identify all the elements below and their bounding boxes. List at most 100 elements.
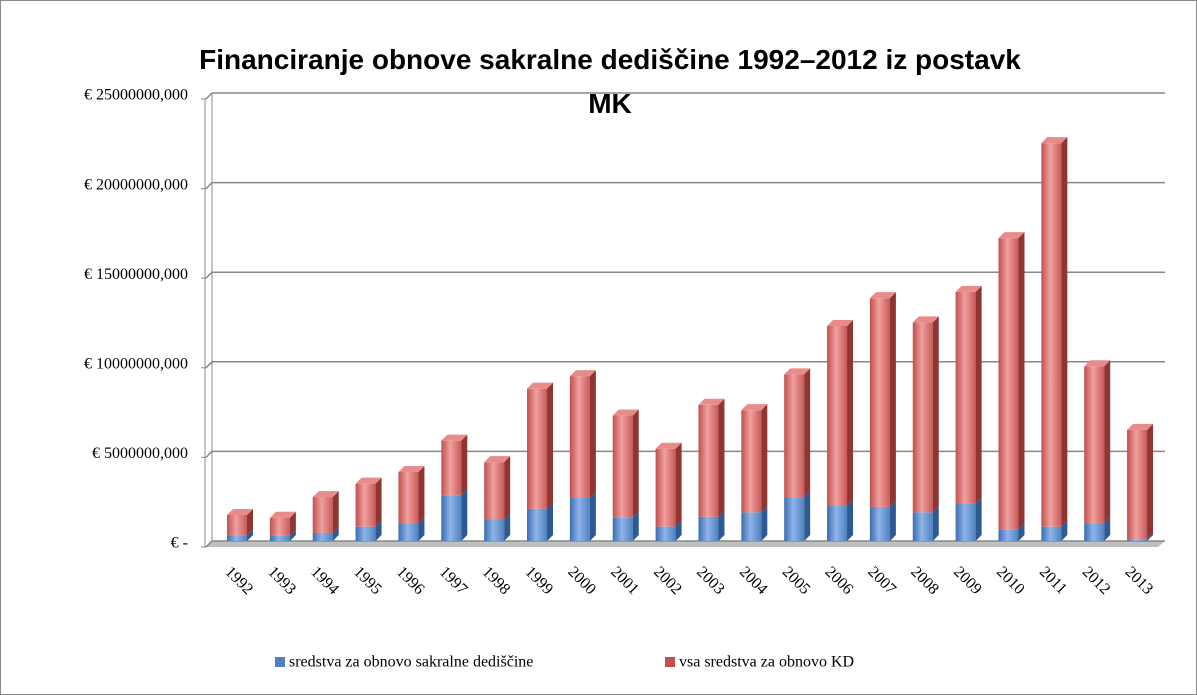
chart-title: Financiranje obnove sakralne dediščine 1… [199,44,1021,119]
bar-side [375,477,382,527]
bar-segment [827,506,848,541]
bar-top [569,370,596,377]
bar-segment [698,404,719,517]
bar-segment [655,526,676,541]
bar-side [889,500,896,541]
bar-top [998,232,1025,239]
bar-segment [527,388,548,509]
y-tick-label: € 20000000,000 [84,176,188,193]
bar-top [227,509,253,516]
bar-side [547,502,554,541]
bar-segment [441,440,462,496]
bar-side [847,319,854,507]
bar-side [1061,137,1068,527]
bar-side [632,409,639,518]
grid-line [205,181,1165,190]
bar-top [869,292,896,299]
bar-segment [827,325,848,507]
bar-side [847,500,854,541]
bar-segment [312,532,333,541]
bar-side [761,506,768,541]
bar-top [269,511,296,518]
bar-top [912,316,939,323]
legend-swatch [275,657,285,667]
bar-top [484,456,511,463]
legend-swatch [665,657,675,667]
bar-side [718,398,725,517]
bar-side [804,368,811,498]
bar-segment [355,483,376,527]
bar-segment [741,512,762,541]
bar-side [461,489,468,541]
bar-side [504,456,511,520]
bar-side [975,285,982,504]
bar-side [932,506,939,541]
bar-segment [1127,539,1148,541]
bar-segment [484,462,505,520]
bar-segment [441,495,462,541]
bar-segment [569,376,590,498]
bar-side [1147,533,1154,541]
bar-side [1061,520,1068,541]
bar-segment [227,535,247,541]
bar-segment [269,517,290,536]
bar-segment [227,515,247,536]
bar-segment [1084,366,1105,524]
floor [205,541,1165,547]
bar-top [741,404,768,411]
bar-side [375,520,382,541]
bar-side [761,404,768,513]
y-tick-label: € 10000000,000 [84,355,188,372]
bar-segment [998,529,1019,541]
bar-side [332,491,339,533]
grid-line [205,92,1165,100]
bar-segment [912,512,933,541]
bar-segment [612,517,633,541]
bar-segment [355,526,376,541]
bar-side [889,292,896,507]
bar-side [675,442,682,527]
bar-side [461,434,468,496]
bar-segment [784,374,805,498]
bar-segment [312,497,333,533]
y-tick-label: € 25000000,000 [84,87,188,104]
bar-segment [869,298,890,507]
bar-side [418,517,425,541]
bar-segment [1041,143,1062,527]
bar-side [589,491,596,541]
bar-top [955,285,982,292]
y-tick-label: € 15000000,000 [84,266,188,283]
bar-top [1084,360,1111,367]
bar-side [247,529,253,541]
bar-top [355,477,382,484]
bar-side [932,316,939,513]
bar-side [804,491,811,541]
grid-line [205,540,1165,548]
bar-top [827,319,854,326]
bar-top [1127,423,1154,430]
bar-segment [955,503,976,541]
bar-segment [1127,429,1148,540]
bar-segment [955,291,976,504]
bar-top [398,466,425,473]
legend-label: vsa sredstva za obnovo KD [679,654,854,671]
legend-label: sredstva za obnovo sakralne dediščine [289,654,533,671]
bar-segment [912,322,933,513]
bar-top [698,398,725,405]
bar-segment [484,519,505,541]
bar-top [655,442,682,449]
bar-segment [698,516,719,541]
bar-top [441,434,468,441]
bar-side [1104,360,1111,524]
bar-side [289,511,296,536]
bar-segment [612,415,633,518]
bar-side [1104,517,1111,541]
grid-line [205,271,1165,279]
bar-side [547,382,554,509]
bar-side [332,526,339,541]
bar-side [1018,232,1025,530]
bar-side [418,466,425,524]
